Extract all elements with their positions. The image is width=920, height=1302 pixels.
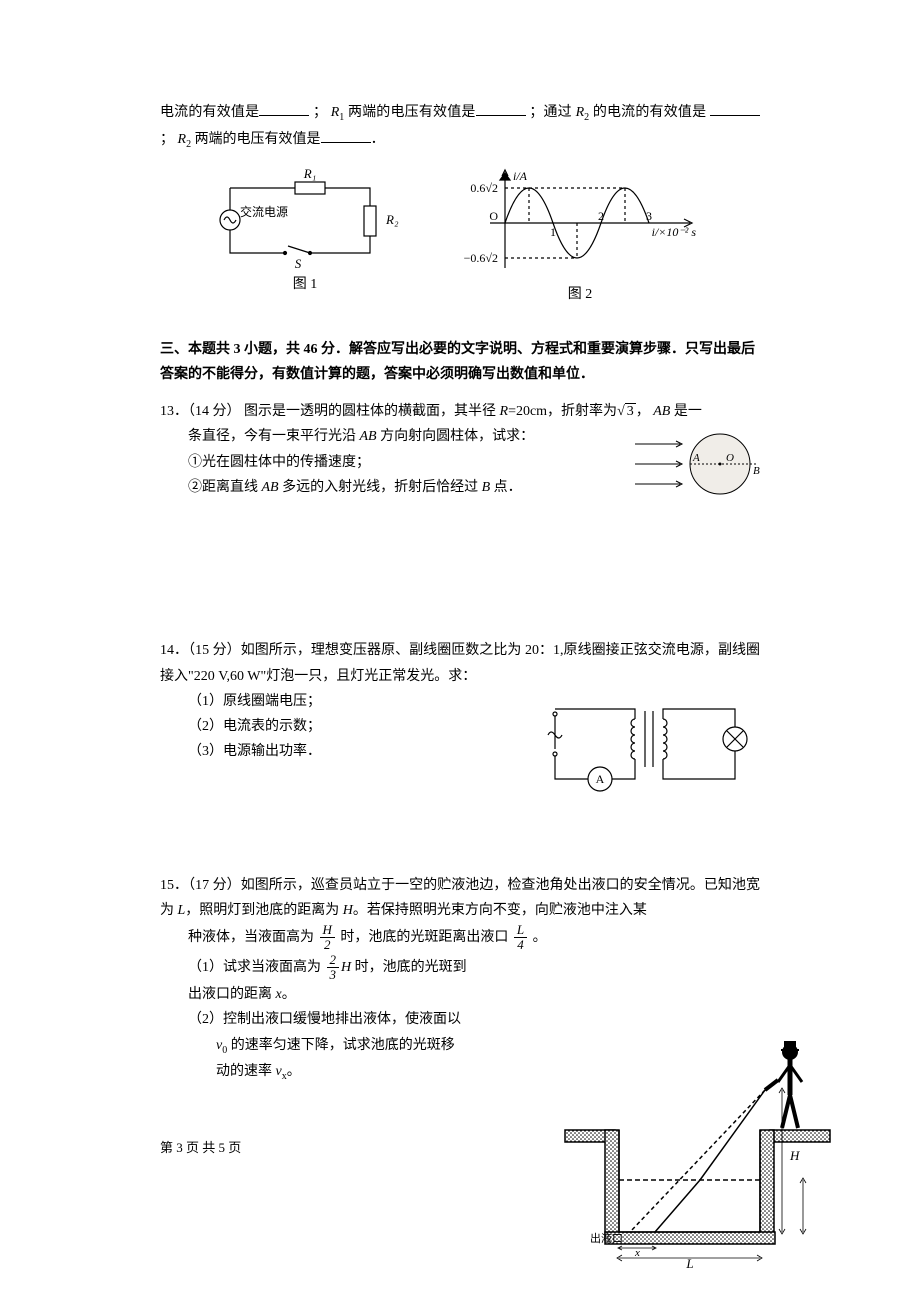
q14-number: 14．（15 分）: [160, 643, 241, 658]
q13-b-label: B: [753, 465, 760, 477]
y-axis-label: i/A: [513, 169, 528, 183]
blank-2: [476, 100, 526, 116]
q15-m2: ，照明灯到池底的距离为: [185, 903, 339, 918]
intro-seg2: 两端的电压有效值是: [348, 105, 476, 120]
q13-R: R: [500, 404, 509, 419]
q15-i1b: 时，池底的光斑到: [355, 960, 467, 975]
r2-symbol-2: R: [178, 132, 187, 147]
q15-m3: 。若保持照明光束方向不变，向贮液池中注入某: [353, 903, 647, 918]
blank-3: [710, 100, 760, 116]
q14-items: （1）原线圈端电压； （2）电流表的示数； （3）电源输出功率．: [188, 689, 528, 765]
q13-l1a: 条直径，今有一束平行光沿: [188, 429, 356, 444]
q13-a-label: A: [692, 452, 700, 464]
q13-l3b: 多远的入射光线，折射后恰经过: [282, 480, 478, 495]
q13-o-label: O: [726, 452, 734, 464]
blank-4: [321, 127, 371, 143]
q15-head: 15．（17 分）如图所示，巡查员站立于一空的贮液池边，检查池角处出液口的安全情…: [160, 873, 760, 923]
q15-i1a: （1）试求当液面高为: [188, 960, 321, 975]
q14-main: 如图所示，理想变压器原、副线圈匝数之比为 20：1,原线圈接正弦交流电源，副线圈…: [160, 643, 760, 683]
q13-l1b: 方向射向圆柱体，试求：: [380, 429, 534, 444]
ammeter-label: A: [596, 772, 605, 786]
q15-figure-wrap: H L 出液口 x: [560, 1010, 840, 1279]
tick-3: 3: [646, 209, 652, 223]
q13-req: =20cm，折射率为: [508, 404, 617, 419]
q13-body-text: 条直径，今有一束平行光沿 AB 方向射向圆柱体，试求： ①光在圆柱体中的传播速度…: [188, 424, 618, 500]
origin-label: O: [489, 209, 498, 223]
r2-sub-2: 2: [186, 139, 191, 150]
q15-i2c: 动的速率: [216, 1064, 272, 1079]
r2-symbol: R: [576, 105, 585, 120]
fig2-caption: 图 2: [568, 282, 593, 307]
fig1-caption: 图 1: [293, 272, 318, 297]
q13-ab: AB: [653, 404, 670, 419]
q13-l3a: ②距离直线: [188, 480, 258, 495]
intro-seg4: 的电流的有效值是: [593, 105, 707, 120]
intro-seg3: ；通过: [529, 105, 572, 120]
blank-1: [259, 100, 309, 116]
frac-l4: L4: [514, 923, 527, 953]
q15-l2c: 。: [533, 930, 547, 945]
circuit-diagram: R₁ R₂ 交流电源 S: [210, 168, 400, 268]
q14-figure: A: [540, 689, 760, 799]
question-14: 14．（15 分）如图所示，理想变压器原、副线圈匝数之比为 20：1,原线圈接正…: [160, 638, 760, 798]
sine-wave-graph: i/A 0.6√2 −0.6√2 O 1 2 3 i/×10⁻² s: [450, 168, 710, 278]
q15-L-label: L: [685, 1256, 693, 1270]
q15-H: H: [343, 903, 353, 918]
intro-seg6: 两端的电压有效值是: [195, 132, 321, 147]
q13-b: B: [482, 480, 491, 495]
q13-head: 13．（14 分） 图示是一透明的圆柱体的横截面，其半径 R=20cm，折射率为…: [160, 399, 760, 424]
r1-label: R₁: [303, 168, 316, 181]
q13-ab2: AB: [360, 429, 377, 444]
q15-outlet-label: 出液口: [590, 1231, 623, 1245]
y-max-label: 0.6√2: [470, 181, 498, 195]
q13-l3c: 点．: [494, 480, 522, 495]
r2-sub: 2: [584, 112, 589, 123]
frac-h2: H2: [320, 923, 335, 953]
q14-item-1: （1）原线圈端电压；: [188, 689, 528, 714]
q14-head: 14．（15 分）如图所示，理想变压器原、副线圈匝数之比为 20：1,原线圈接正…: [160, 638, 760, 688]
r1-symbol: R: [331, 105, 340, 120]
q15-H2: H: [341, 960, 351, 975]
intro-prefix: 电流的有效值是: [160, 105, 259, 120]
q13-main-1: 图示是一透明的圆柱体的横截面，其半径: [244, 404, 496, 419]
tick-1: 1: [550, 225, 556, 239]
r1-sub: 1: [339, 112, 344, 123]
sqrt3: 3: [617, 399, 636, 424]
q15-x-label: x: [634, 1247, 640, 1259]
ac-source-label: 交流电源: [240, 204, 288, 219]
y-min-label: −0.6√2: [464, 251, 498, 265]
intro-seg1: ；: [313, 105, 327, 120]
q15-l2a: 种液体，当液面高为: [188, 930, 314, 945]
figure-2: i/A 0.6√2 −0.6√2 O 1 2 3 i/×10⁻² s 图 2: [450, 168, 710, 307]
r2-label: R₂: [385, 212, 399, 227]
q15-i1c: 出液口的距离: [188, 987, 272, 1002]
q15-i1d: 。: [282, 987, 296, 1002]
q13-number: 13．（14 分）: [160, 404, 241, 419]
intro-seg5: ；: [160, 132, 174, 147]
q13-ab3: AB: [262, 480, 279, 495]
q15-H-label: H: [789, 1148, 800, 1163]
q14-item-2: （2）电流表的示数；: [188, 714, 528, 739]
q15-i2d: 。: [287, 1064, 301, 1079]
q13-main-2: ，: [636, 404, 650, 419]
figure-1: R₁ R₂ 交流电源 S 图 1: [210, 168, 400, 297]
q15-i2b: 的速率匀速下降，试求池底的光斑移: [231, 1038, 455, 1053]
x-axis-label: i/×10⁻² s: [652, 225, 697, 239]
q15-number: 15．（17 分）: [160, 878, 241, 893]
q15-figure: H L 出液口 x: [560, 1010, 840, 1270]
q13-l2: ①光在圆柱体中的传播速度；: [188, 450, 618, 475]
q14-item-3: （3）电源输出功率．: [188, 739, 528, 764]
intro-seg7: ．: [371, 132, 385, 147]
figures-row: R₁ R₂ 交流电源 S 图 1: [160, 168, 760, 307]
q13-figure: A O B: [630, 424, 760, 504]
q13-main-3: 是一: [674, 404, 702, 419]
section-3-heading: 三、本题共 3 小题，共 46 分．解答应写出必要的文字说明、方程式和重要演算步…: [160, 337, 760, 387]
tick-2: 2: [598, 209, 604, 223]
switch-label: S: [295, 256, 302, 268]
intro-paragraph: 电流的有效值是 ； R1 两端的电压有效值是 ；通过 R2 的电流的有效值是 ；…: [160, 100, 760, 154]
frac-23: 23: [327, 953, 340, 983]
q15-l2b: 时，池底的光斑距离出液口: [340, 930, 508, 945]
q15-v0-sub: 0: [222, 1044, 227, 1055]
question-13: 13．（14 分） 图示是一透明的圆柱体的横截面，其半径 R=20cm，折射率为…: [160, 399, 760, 504]
